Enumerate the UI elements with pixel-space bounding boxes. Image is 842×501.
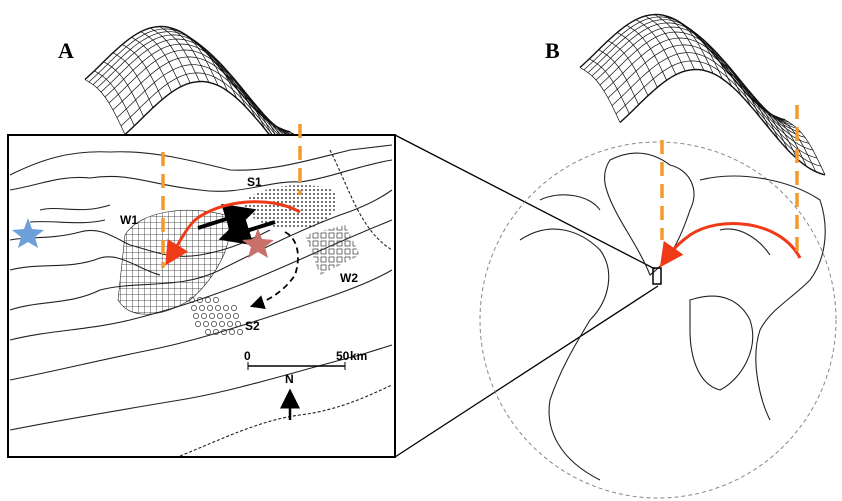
map-label: S1 <box>247 175 262 189</box>
map-extent-box <box>653 268 661 284</box>
globe-coastlines <box>520 153 825 480</box>
mesh-line <box>620 70 825 175</box>
scale-end: 50 <box>336 349 350 363</box>
mesh-line <box>612 53 817 158</box>
mesh-line <box>748 95 788 150</box>
mesh-line <box>617 32 657 87</box>
mesh-line <box>85 27 290 132</box>
mesh-line <box>608 45 813 150</box>
mesh-line <box>197 43 237 98</box>
mesh-line <box>588 20 793 125</box>
scale-start: 0 <box>244 349 251 363</box>
figure: A B S1 W1 W2 S2 0 50 km N <box>0 0 842 501</box>
map-label: W2 <box>340 271 358 285</box>
map-label: W1 <box>120 213 138 227</box>
map-label: S2 <box>245 319 260 333</box>
mesh-line <box>93 32 298 137</box>
mesh-line <box>122 44 162 99</box>
connector <box>395 286 658 457</box>
mesh-line <box>627 25 667 80</box>
mesh-line <box>692 31 732 86</box>
mesh-line <box>580 68 620 123</box>
panel-label: A <box>58 38 74 63</box>
mesh-line <box>85 80 125 135</box>
scale-unit: km <box>350 349 367 363</box>
map-frame <box>8 135 395 457</box>
mesh-line <box>105 44 310 149</box>
wireframe-surface <box>580 15 825 175</box>
north-label: N <box>285 372 294 386</box>
globe <box>480 142 836 498</box>
mesh-line <box>580 15 785 120</box>
mesh-line <box>600 32 805 137</box>
mesh-line <box>132 37 172 92</box>
panel-label: B <box>545 38 560 63</box>
